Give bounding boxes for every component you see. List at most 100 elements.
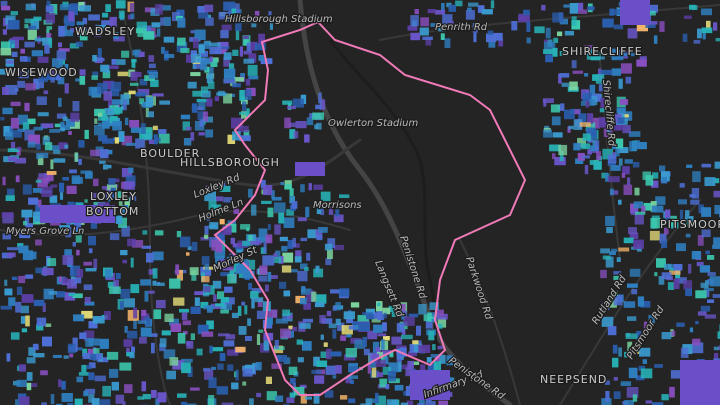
building [36,143,41,150]
building [32,188,44,193]
building [334,244,344,251]
building [101,20,114,25]
building [79,34,88,41]
building [680,347,689,358]
building [543,99,547,107]
building [589,160,594,165]
building [396,351,402,363]
building [49,195,58,203]
building [340,335,346,341]
building [102,70,111,79]
building [587,149,592,155]
building [543,49,554,54]
building [2,176,6,186]
building [61,29,73,37]
building [328,323,337,329]
building [635,142,647,150]
building [709,276,720,287]
building [300,393,307,404]
building [319,99,326,110]
building [79,332,87,339]
building [66,185,77,194]
building [21,209,33,218]
building [105,4,111,12]
building [245,78,251,86]
building [191,270,197,281]
building [74,398,83,405]
building [598,117,608,128]
building [93,178,99,187]
building [7,247,19,251]
building [16,146,22,150]
building [144,7,156,13]
building [275,395,284,402]
building [689,194,696,198]
building [103,91,112,101]
building [607,161,616,167]
building [217,363,224,370]
building [248,188,253,198]
building [28,134,40,145]
building [619,99,628,105]
building [620,0,650,25]
building [627,316,637,321]
building [420,17,429,27]
building [218,11,231,20]
building [229,93,236,97]
building [256,392,262,398]
building [267,271,272,282]
building [128,90,136,95]
building [79,69,86,76]
building [381,339,385,350]
building [247,64,258,76]
building [20,316,26,324]
building [217,41,229,47]
building [97,58,105,62]
building [190,306,201,314]
building [74,222,82,230]
building [330,289,341,294]
building [7,148,20,153]
building [427,364,438,372]
building [577,137,587,148]
building [27,29,37,40]
building [242,240,254,246]
building [286,397,295,403]
building [345,348,357,358]
building [56,291,65,298]
building [211,204,222,216]
building [161,46,165,54]
building [67,402,74,405]
building [19,396,30,405]
building [79,76,86,85]
building [183,138,192,146]
building [382,307,391,315]
building [433,361,441,371]
building [196,98,209,103]
building [59,4,71,11]
building [274,224,281,235]
building [41,123,54,128]
building [38,74,48,83]
building [350,379,354,385]
building [382,322,387,332]
building [175,264,180,275]
building [534,26,545,34]
building [155,299,166,309]
building [543,129,552,138]
building [612,344,618,354]
building [127,238,136,247]
building [189,267,199,276]
building [273,252,277,259]
building [74,277,82,284]
building [630,209,638,216]
building [316,122,322,130]
building [139,51,145,57]
building [249,398,254,405]
building [648,314,655,324]
building [235,346,246,353]
building [185,126,192,131]
building [667,215,677,227]
building [582,133,591,141]
building [224,286,233,293]
